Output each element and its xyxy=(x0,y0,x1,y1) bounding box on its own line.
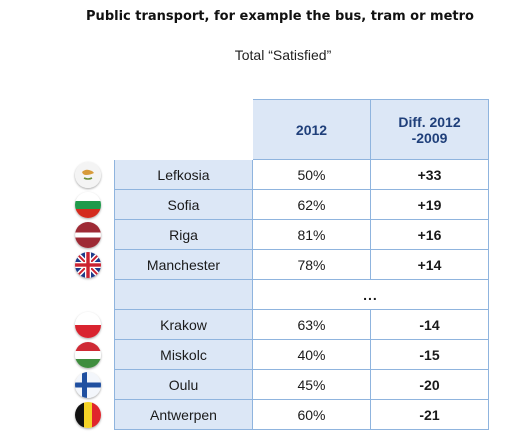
diff-value: +33 xyxy=(370,159,489,190)
table-row: Lefkosia 50% +33 xyxy=(114,159,489,190)
uk-flag-icon xyxy=(75,252,101,278)
diff-value: -21 xyxy=(370,399,489,430)
diff-value: -14 xyxy=(370,309,489,340)
belgium-flag-icon xyxy=(75,402,101,428)
table-header-row: 2012 Diff. 2012 -2009 xyxy=(115,99,489,160)
satisfaction-table: 2012 Diff. 2012 -2009 Lefkosia 50% +33 S… xyxy=(114,99,489,430)
table-row: Riga 81% +16 xyxy=(114,219,489,250)
header-2012: 2012 xyxy=(252,99,371,160)
table-row: Sofia 62% +19 xyxy=(114,189,489,220)
diff-value: +14 xyxy=(370,249,489,280)
gap-city-cell xyxy=(114,279,253,310)
header-blank-cell xyxy=(115,100,253,160)
table-row: Miskolc 40% -15 xyxy=(114,339,489,370)
city-label: Manchester xyxy=(114,249,253,280)
city-label: Sofia xyxy=(114,189,253,220)
table-row: Oulu 45% -20 xyxy=(114,369,489,400)
value-2012: 63% xyxy=(252,309,371,340)
diff-value: -20 xyxy=(370,369,489,400)
value-2012: 50% xyxy=(252,159,371,190)
gap-row: ... xyxy=(114,279,489,310)
table-row: Krakow 63% -14 xyxy=(114,309,489,340)
chart-title: Public transport, for example the bus, t… xyxy=(86,9,474,24)
city-label: Riga xyxy=(114,219,253,250)
city-label: Oulu xyxy=(114,369,253,400)
city-label: Lefkosia xyxy=(114,159,253,190)
bulgaria-flag-icon xyxy=(75,192,101,218)
value-2012: 40% xyxy=(252,339,371,370)
city-label: Miskolc xyxy=(114,339,253,370)
hungary-flag-icon xyxy=(75,342,101,368)
chart-subtitle: Total “Satisfied” xyxy=(234,47,332,63)
ellipsis-marker: ... xyxy=(252,279,489,310)
cyprus-flag-icon xyxy=(75,162,101,188)
value-2012: 62% xyxy=(252,189,371,220)
header-diff: Diff. 2012 -2009 xyxy=(370,99,489,160)
value-2012: 78% xyxy=(252,249,371,280)
latvia-flag-icon xyxy=(75,222,101,248)
value-2012: 45% xyxy=(252,369,371,400)
value-2012: 81% xyxy=(252,219,371,250)
diff-value: +19 xyxy=(370,189,489,220)
finland-flag-icon xyxy=(75,372,101,398)
diff-value: -15 xyxy=(370,339,489,370)
diff-value: +16 xyxy=(370,219,489,250)
city-label: Antwerpen xyxy=(114,399,253,430)
poland-flag-icon xyxy=(75,312,101,338)
table-row: Manchester 78% +14 xyxy=(114,249,489,280)
value-2012: 60% xyxy=(252,399,371,430)
table-row: Antwerpen 60% -21 xyxy=(114,399,489,430)
header-diff-line1: Diff. 2012 xyxy=(398,113,461,130)
city-label: Krakow xyxy=(114,309,253,340)
header-diff-line2: -2009 xyxy=(411,129,448,146)
